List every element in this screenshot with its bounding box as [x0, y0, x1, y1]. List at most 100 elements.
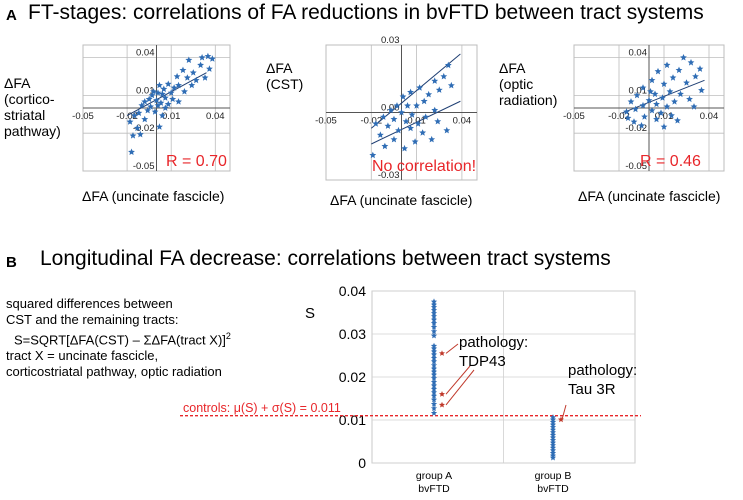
pathology-b-label: pathology: Tau 3R — [568, 361, 637, 399]
data-point — [131, 112, 138, 119]
data-point — [376, 131, 384, 138]
scatter-3-ylabel: ΔFA (optic radiation) — [499, 60, 557, 108]
data-point — [666, 88, 674, 95]
data-point — [657, 109, 665, 116]
data-point — [549, 454, 557, 461]
data-point — [192, 76, 200, 84]
y-tick-label: 0.02 — [339, 369, 366, 385]
data-point — [431, 77, 439, 84]
data-point — [638, 122, 645, 129]
data-point — [416, 84, 423, 91]
data-point — [390, 135, 398, 143]
data-point — [430, 354, 438, 361]
y-axis-label: S — [305, 305, 315, 322]
y-tick-label: 0.04 — [339, 283, 366, 299]
data-point — [632, 105, 639, 113]
data-point — [430, 319, 438, 326]
ylabel-line: striatal — [4, 107, 46, 123]
ylabel-line: pathway) — [4, 123, 61, 139]
definition-line: CST and the remaining tracts: — [6, 312, 179, 327]
data-point — [381, 142, 389, 150]
category-label: bvFTD — [418, 483, 450, 495]
data-point — [447, 81, 455, 89]
scatter-1-xlabel: ΔFA (uncinate fascicle) — [82, 188, 225, 204]
data-point — [430, 332, 438, 339]
data-point — [413, 102, 420, 109]
y-tick-label: -0.02 — [625, 123, 647, 134]
data-point — [692, 72, 699, 80]
ylabel-line: ΔFA — [499, 60, 526, 76]
data-point — [141, 98, 149, 105]
data-point — [430, 385, 438, 392]
y-tick-label: 0 — [358, 455, 366, 471]
data-point — [189, 69, 197, 76]
data-point — [648, 106, 656, 114]
data-point — [430, 298, 438, 305]
data-point — [407, 88, 414, 96]
data-point — [148, 91, 156, 99]
data-point — [161, 104, 169, 111]
data-point — [653, 115, 660, 123]
data-point — [698, 86, 705, 94]
scatter-1-ylabel: ΔFA (cortico- striatal pathway) — [4, 75, 61, 139]
data-point — [154, 89, 162, 96]
data-point — [653, 100, 660, 108]
data-point — [659, 94, 666, 101]
x-tick-label: -0.05 — [315, 116, 337, 127]
data-point — [430, 368, 438, 375]
data-point — [430, 328, 438, 335]
y-tick-label: 0.00 — [381, 103, 400, 114]
data-point — [641, 113, 648, 120]
data-point — [393, 102, 401, 109]
y-tick-label: 0.03 — [339, 326, 366, 342]
data-point — [384, 122, 392, 129]
data-point — [422, 113, 430, 120]
data-point — [663, 103, 671, 110]
scatter-plot-optic-radiation: -0.05 -0.02 0.01 0.04 0.04 0.01 -0.02 -0.05 — [563, 44, 725, 172]
data-point — [648, 76, 656, 84]
data-point — [690, 103, 698, 110]
data-point — [639, 84, 647, 91]
data-point — [157, 99, 165, 106]
data-point — [144, 106, 152, 114]
data-point — [134, 124, 141, 132]
x-tick-label: 0.01 — [655, 111, 674, 122]
x-tick-label: -0.02 — [608, 111, 630, 122]
pathology-marker — [439, 401, 445, 408]
pathology-marker — [439, 391, 445, 397]
pathology-a-label: pathology: TDP43 — [459, 333, 528, 371]
data-point — [627, 98, 635, 105]
data-point — [430, 362, 438, 369]
data-point — [660, 123, 668, 130]
data-point — [660, 80, 668, 87]
panel-b-heading: Longitudinal FA decrease: correlations b… — [40, 247, 611, 270]
data-point — [687, 59, 695, 66]
x-tick-label: 0.01 — [162, 111, 181, 122]
panel-a-heading: FT-stages: correlations of FA reductions… — [28, 1, 704, 24]
y-tick-label: -0.05 — [133, 161, 155, 172]
data-point — [197, 61, 204, 69]
y-tick-label: 0.01 — [136, 85, 155, 96]
data-point — [675, 66, 683, 74]
data-point — [404, 102, 411, 109]
y-tick-label: 0.01 — [339, 412, 366, 428]
data-point — [430, 310, 438, 316]
data-point — [129, 132, 137, 139]
data-point — [430, 351, 438, 358]
scatter-1-correlation-label: R = 0.70 — [166, 153, 227, 170]
data-point — [430, 409, 438, 416]
panel-a-letter: A — [6, 7, 17, 24]
data-point — [206, 65, 213, 72]
data-point — [150, 88, 157, 95]
threshold-label: controls: μ(S) + σ(S) = 0.011 — [183, 401, 341, 415]
data-point — [175, 81, 182, 89]
pathology-marker — [558, 416, 564, 423]
data-point — [624, 114, 632, 121]
data-point — [138, 101, 146, 109]
ylabel-line: ΔFA — [266, 60, 293, 76]
x-tick-label: 0.04 — [453, 116, 472, 127]
definition-line: squared differences between — [6, 296, 173, 311]
data-point — [147, 103, 154, 110]
scatter-3-correlation-label: R = 0.46 — [640, 153, 701, 170]
data-point — [411, 138, 419, 145]
